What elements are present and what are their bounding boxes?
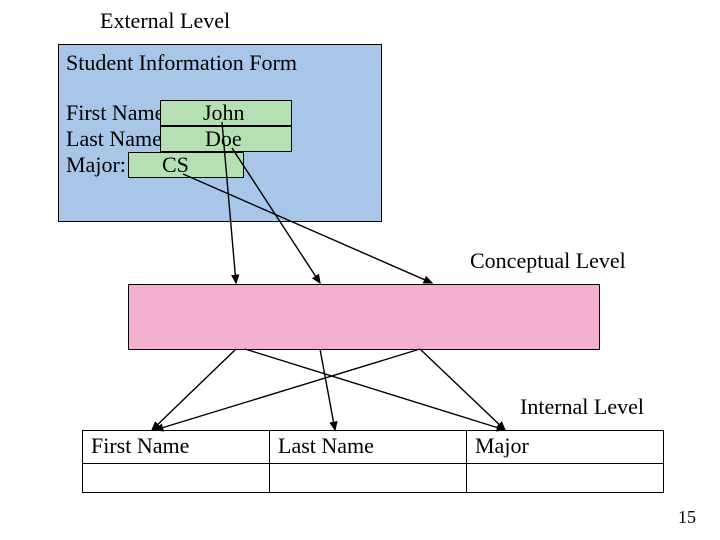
cell-major: [467, 464, 664, 493]
cell-first-name: [83, 464, 270, 493]
internal-level-label: Internal Level: [520, 394, 644, 420]
first-name-label: First Name:: [66, 100, 171, 126]
col-first-name: First Name: [83, 431, 270, 464]
first-name-value: John: [203, 100, 245, 126]
form-title: Student Information Form: [66, 50, 297, 76]
col-major: Major: [467, 431, 664, 464]
col-last-name: Last Name: [270, 431, 467, 464]
page-number: 15: [678, 507, 696, 528]
table-header-row: First Name Last Name Major: [83, 431, 664, 464]
last-name-label: Last Name:: [66, 126, 168, 152]
external-level-label: External Level: [100, 8, 230, 34]
table-data-row: [83, 464, 664, 493]
major-value: CS: [162, 152, 189, 178]
last-name-value: Doe: [205, 126, 242, 152]
cell-last-name: [270, 464, 467, 493]
major-label: Major:: [66, 152, 126, 178]
internal-table: First Name Last Name Major: [82, 430, 664, 493]
conceptual-box: [128, 284, 600, 350]
conceptual-level-label: Conceptual Level: [470, 248, 626, 274]
